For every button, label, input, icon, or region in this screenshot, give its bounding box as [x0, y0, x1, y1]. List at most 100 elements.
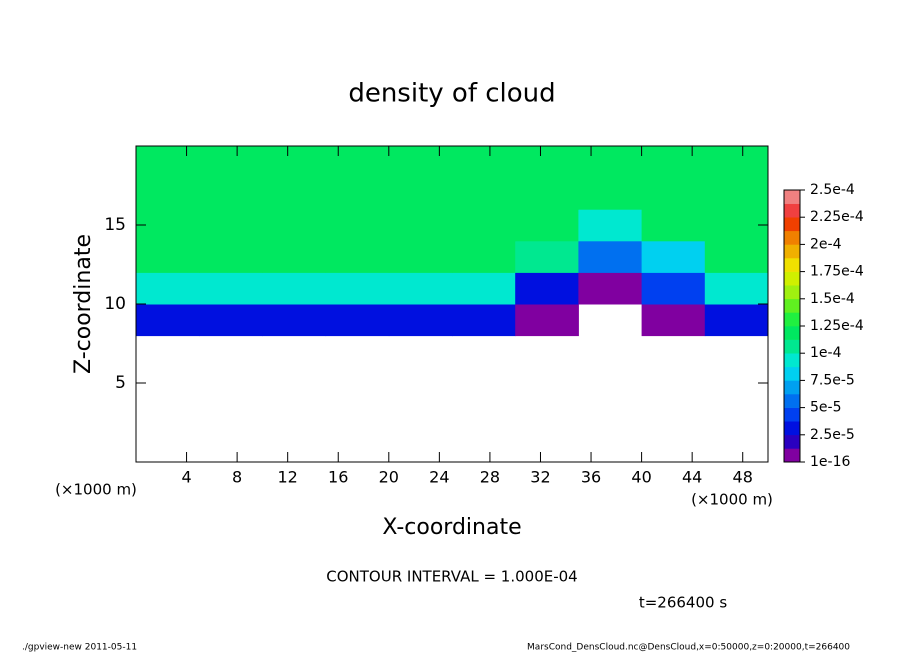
- field-cell: [704, 304, 769, 337]
- field-cell: [704, 177, 769, 210]
- x-axis-label: X-coordinate: [382, 515, 521, 540]
- field-cell: [452, 177, 516, 210]
- field-cell: [136, 146, 200, 179]
- field-cell: [325, 209, 390, 242]
- colorbar-swatch: [784, 203, 800, 218]
- field-cell: [388, 177, 453, 210]
- colorbar-tick-label: 2.5e-4: [810, 182, 855, 198]
- field-cell: [262, 240, 327, 273]
- x-tick-label: 8: [232, 468, 242, 487]
- field-cell: [325, 272, 390, 305]
- colorbar-tick-label: 1e-16: [810, 454, 850, 470]
- field-cell: [452, 272, 516, 305]
- field-cell: [452, 240, 516, 273]
- field-cell: [136, 304, 200, 337]
- field-cell: [452, 304, 516, 337]
- field-cell: [704, 146, 769, 179]
- field-cell: [641, 146, 706, 179]
- colorbar-swatch: [784, 244, 800, 259]
- field-cell: [199, 177, 263, 210]
- x-tick-label: 4: [181, 468, 191, 487]
- colorbar-swatch: [784, 271, 800, 286]
- field-cell: [136, 272, 200, 305]
- colorbar-swatch: [784, 312, 800, 327]
- field-cell: [641, 177, 706, 210]
- x-unit-label: (×1000 m): [55, 481, 137, 499]
- colorbar-swatch: [784, 285, 800, 300]
- field-cell: [388, 304, 453, 337]
- field-cell: [136, 209, 200, 242]
- colorbar-tick-label: 1.5e-4: [810, 291, 855, 307]
- colorbar-swatch: [784, 353, 800, 368]
- colorbar-swatch: [784, 339, 800, 354]
- y-axis-label: Z-coordinate: [71, 234, 96, 374]
- x-tick-label: 20: [379, 468, 399, 487]
- field-cell: [262, 209, 327, 242]
- colorbar-swatch: [784, 421, 800, 436]
- field-cell: [136, 177, 200, 210]
- colorbar-swatch: [784, 394, 800, 408]
- field-cell: [515, 146, 579, 179]
- chart-title: density of cloud: [348, 79, 555, 109]
- x-tick-label: 12: [278, 468, 298, 487]
- field-cell: [325, 240, 390, 273]
- x-tick-label: 40: [631, 468, 651, 487]
- field-cell: [325, 146, 390, 179]
- colorbar-tick-label: 1.25e-4: [810, 318, 864, 334]
- contour-note: CONTOUR INTERVAL = 1.000E-04: [326, 568, 577, 586]
- colorbar-swatch: [784, 298, 800, 313]
- colorbar-swatch: [784, 366, 800, 381]
- colorbar-tick-label: 1.75e-4: [810, 264, 864, 280]
- field-cell: [199, 146, 263, 179]
- field-cell: [136, 240, 200, 273]
- colorbar-swatch: [784, 258, 800, 272]
- field-cell: [388, 272, 453, 305]
- x-unit-label: (×1000 m): [691, 491, 773, 509]
- x-tick-label: 48: [733, 468, 753, 487]
- colorbar-tick-label: 1e-4: [810, 345, 842, 361]
- field-cell: [515, 304, 579, 337]
- field-cell: [515, 240, 579, 273]
- field-cell: [704, 272, 769, 305]
- field-cell: [515, 209, 579, 242]
- colorbar-tick-label: 2e-4: [810, 236, 842, 252]
- colorbar-tick-label: 5e-5: [810, 400, 841, 416]
- colorbar-tick-label: 2.5e-5: [810, 427, 855, 443]
- colorbar-swatch: [784, 190, 800, 204]
- y-tick-label: 10: [104, 294, 126, 314]
- colorbar-swatch: [784, 230, 800, 245]
- field-cell: [641, 272, 706, 305]
- field-cell: [515, 272, 579, 305]
- colorbar-swatch: [784, 448, 800, 463]
- field-cell: [641, 209, 706, 242]
- field-cell: [388, 240, 453, 273]
- x-tick-label: 28: [480, 468, 500, 487]
- colorbar-swatch: [784, 326, 800, 340]
- footer-left: ./gpview-new 2011-05-11: [22, 643, 137, 653]
- field-cell: [199, 240, 263, 273]
- colorbar-swatch: [784, 380, 800, 395]
- field-cell: [641, 304, 706, 337]
- colorbar-tick-label: 7.5e-5: [810, 372, 855, 388]
- footer-right: MarsCond_DensCloud.nc@DensCloud,x=0:5000…: [527, 643, 850, 653]
- field-cell: [578, 146, 643, 179]
- field-cell: [704, 240, 769, 273]
- time-label: t=266400 s: [639, 594, 727, 612]
- field-cell: [578, 177, 643, 210]
- field-cell: [262, 146, 327, 179]
- field-cell: [452, 209, 516, 242]
- x-tick-label: 44: [682, 468, 702, 487]
- field-cell: [515, 177, 579, 210]
- colorbar-swatch: [784, 407, 800, 422]
- x-tick-label: 24: [429, 468, 449, 487]
- x-tick-label: 36: [581, 468, 601, 487]
- field-cell: [325, 304, 390, 337]
- field-cell: [452, 146, 516, 179]
- field-cell: [578, 272, 643, 305]
- colorbar-tick-label: 2.25e-4: [810, 209, 864, 225]
- field-cell: [325, 177, 390, 210]
- x-tick-label: 16: [328, 468, 348, 487]
- field-cell: [199, 209, 263, 242]
- field-cell: [199, 304, 263, 337]
